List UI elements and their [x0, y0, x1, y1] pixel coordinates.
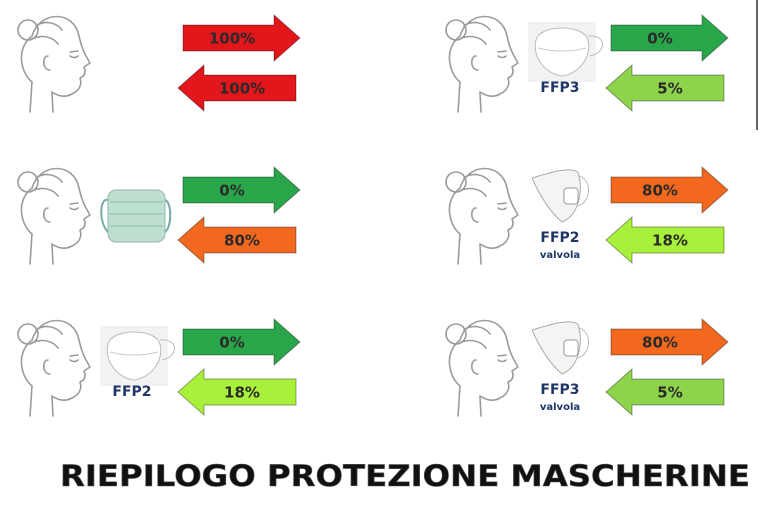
title: RIEPILOGO PROTEZIONE MASCHERINE	[60, 459, 750, 493]
arrow-out	[182, 317, 301, 367]
arrow-out-label: 0%	[219, 182, 244, 200]
face-eye	[497, 50, 507, 59]
mask-label: FFP3	[540, 382, 579, 398]
face-back	[448, 21, 491, 113]
panel: 100% 100%	[17, 13, 301, 113]
arrow-out	[610, 13, 729, 63]
arrow-out-label: 0%	[647, 30, 672, 48]
panel: 0% 80%	[17, 165, 301, 265]
arrow-in-label: 18%	[224, 384, 260, 402]
mask-label: FFP2	[112, 384, 151, 400]
mask-fold	[109, 351, 159, 356]
face-back	[20, 325, 63, 417]
panel: FFP3 0% 5%	[445, 13, 729, 113]
face-back	[448, 325, 491, 417]
arrow-in-label: 100%	[219, 80, 265, 98]
mask-body	[107, 189, 166, 243]
arrow-out-label: 80%	[642, 334, 678, 352]
face-outline	[459, 167, 519, 265]
face-outline	[459, 319, 519, 417]
face-ear	[42, 207, 51, 223]
face-eye	[69, 50, 79, 59]
mask-label: FFP3	[540, 80, 579, 96]
arrow-out-label: 100%	[209, 30, 255, 48]
face-ear	[470, 207, 479, 223]
arrow-in-label: 5%	[657, 80, 682, 98]
arrow-in	[605, 215, 725, 265]
arrow-out	[182, 13, 301, 63]
mask-strap	[587, 35, 603, 57]
face-outline	[31, 319, 91, 417]
arrow-in	[605, 63, 725, 113]
arrow-out	[610, 165, 729, 215]
face-outline	[459, 15, 519, 113]
face-back	[448, 173, 491, 265]
panel: FFP2 0% 18%	[17, 317, 301, 417]
mask-sublabel: valvola	[540, 250, 580, 261]
arrow-in	[177, 63, 297, 113]
mask-valve	[563, 339, 579, 357]
mask-straps	[100, 198, 172, 233]
face-eye	[497, 202, 507, 211]
panel: FFP2 valvola 80% 18%	[445, 165, 729, 265]
mask-label: FFP2	[540, 230, 579, 246]
face-back	[20, 173, 63, 265]
mask-sublabel: valvola	[540, 402, 580, 413]
mask-body	[534, 27, 590, 77]
face-ear	[42, 359, 51, 375]
face-eye	[69, 202, 79, 211]
face-back	[20, 21, 63, 113]
arrow-out	[182, 165, 301, 215]
arrow-in-label: 80%	[224, 232, 260, 250]
mask-strap	[159, 339, 175, 361]
arrow-out	[610, 317, 729, 367]
arrow-in	[177, 215, 297, 265]
arrow-in	[177, 367, 297, 417]
arrow-in	[605, 367, 725, 417]
face-outline	[31, 167, 91, 265]
arrow-in-label: 5%	[657, 384, 682, 402]
mask-valve	[563, 187, 579, 205]
face-eye	[69, 354, 79, 363]
panel: FFP3 valvola 80% 5%	[445, 317, 729, 417]
face-ear	[470, 359, 479, 375]
mask-fold	[537, 47, 587, 52]
arrow-in-label: 18%	[652, 232, 688, 250]
face-outline	[31, 15, 91, 113]
arrow-out-label: 80%	[642, 182, 678, 200]
face-ear	[42, 55, 51, 71]
face-ear	[470, 55, 479, 71]
face-eye	[497, 354, 507, 363]
mask-body	[106, 331, 162, 381]
arrow-out-label: 0%	[219, 334, 244, 352]
mask-strap	[577, 175, 589, 207]
mask-strap	[577, 327, 589, 359]
